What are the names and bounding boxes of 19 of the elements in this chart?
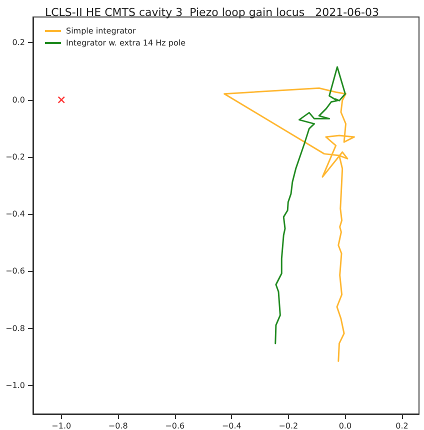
y-tick-label: 0.2 [12,38,25,48]
x-tick-label: −0.6 [165,422,185,430]
y-tick-label: −0.8 [6,324,25,333]
x-tick-label: −0.2 [278,422,298,430]
x-tick-label: −1.0 [52,422,72,430]
y-tick-label: −1.0 [6,380,25,390]
y-tick-label: 0.0 [12,95,25,104]
x-tick-label: −0.4 [222,422,242,430]
y-tick-label: −0.4 [6,210,25,219]
legend-label: Integrator w. extra 14 Hz pole [66,38,186,48]
line-series [224,87,356,362]
chart-title: LCLS-II HE CMTS cavity 3 Piezo loop gain locus 2021-06-03 [44,6,380,19]
line-series [274,66,346,344]
x-tick-label: −0.8 [108,422,128,430]
y-tick-label: −0.6 [6,266,25,276]
x-tick-label: 0.0 [338,422,352,430]
legend-label: Simple integrator [66,26,137,36]
x-tick-label: 0.2 [396,422,408,430]
y-tick-label: −0.2 [6,152,25,162]
